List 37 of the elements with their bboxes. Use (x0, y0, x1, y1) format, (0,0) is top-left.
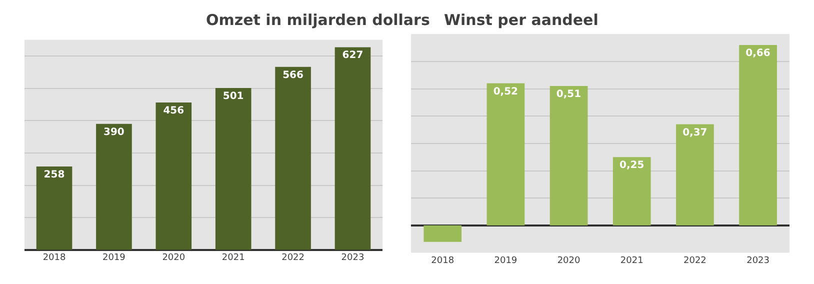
bar (676, 124, 714, 226)
chart-title: Omzet in miljarden dollars (206, 11, 430, 29)
x-tick-label: 2022 (282, 252, 304, 263)
data-label: 627 (342, 50, 364, 62)
data-label: 0,37 (682, 127, 708, 138)
bar (156, 102, 192, 250)
chart-title: Winst per aandeel (444, 11, 598, 29)
bar (424, 225, 462, 242)
bar (96, 124, 132, 250)
bar (36, 166, 72, 250)
x-tick-label: 2018 (42, 252, 66, 263)
bar (739, 45, 777, 226)
data-label: 566 (282, 70, 304, 81)
data-label: 0,25 (620, 160, 644, 172)
x-tick-label: 2019 (102, 252, 126, 263)
bar (486, 83, 525, 226)
x-tick-label: 2020 (557, 256, 581, 266)
x-tick-label: 2020 (162, 252, 186, 263)
bar (215, 88, 252, 250)
x-tick-label: 2021 (222, 252, 245, 263)
data-label: 0,51 (556, 89, 582, 100)
data-label: 501 (222, 90, 244, 102)
bar (275, 66, 311, 250)
x-tick-label: 2021 (620, 256, 644, 266)
x-tick-label: 2019 (494, 256, 518, 266)
data-label: 0,52 (493, 86, 518, 98)
data-label: 258 (44, 170, 65, 180)
x-tick-label: 2023 (746, 256, 770, 266)
bar (550, 86, 588, 226)
bar (334, 47, 371, 250)
data-label: 0,66 (746, 48, 770, 60)
bar (612, 157, 651, 226)
data-label: 390 (104, 126, 124, 138)
x-tick-label: 2018 (431, 256, 454, 266)
data-label: 456 (163, 105, 184, 116)
x-tick-label: 2022 (683, 256, 706, 266)
x-tick-label: 2023 (341, 252, 364, 263)
